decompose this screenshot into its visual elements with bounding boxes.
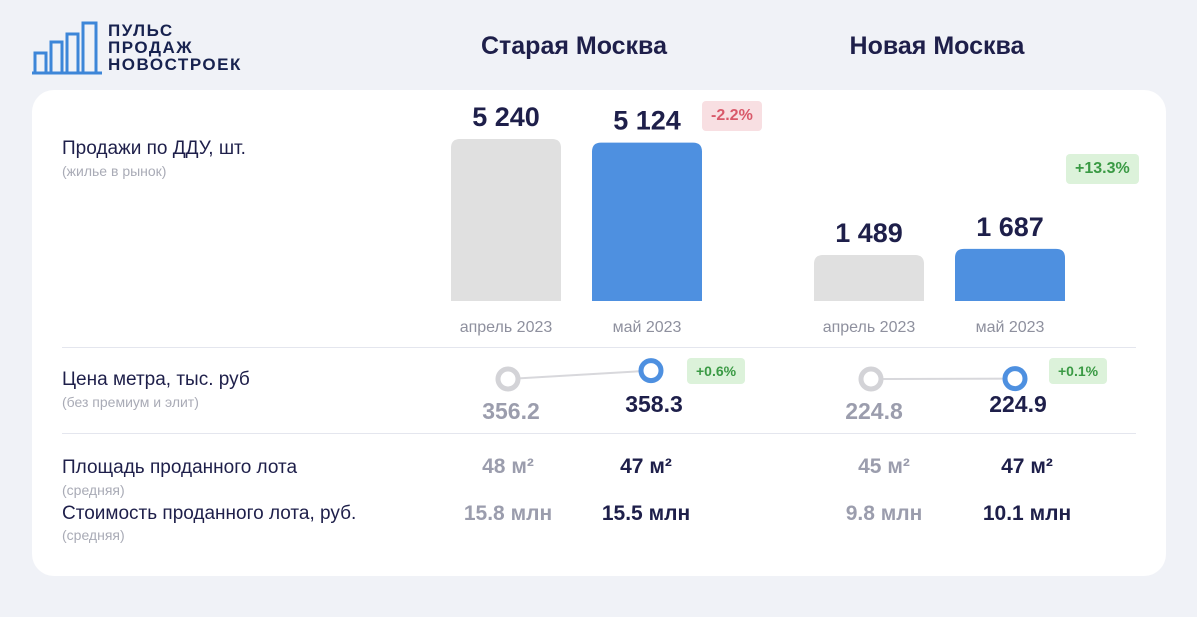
cost-new-may: 10.1 млн bbox=[982, 502, 1072, 525]
logo-buildings-icon bbox=[32, 21, 102, 75]
bar-old-0 bbox=[451, 139, 561, 301]
change-badge-sales-old: -2.2% bbox=[702, 101, 762, 131]
area-old-april: 48 м² bbox=[482, 455, 534, 478]
bar-new-1 bbox=[955, 248, 1065, 301]
area-new-april: 45 м² bbox=[858, 455, 910, 478]
bar-old-1 bbox=[592, 142, 702, 301]
logo-line-2: ПРОДАЖ bbox=[108, 38, 194, 57]
price-dot-new-0 bbox=[858, 366, 884, 392]
column-header-old-moscow: Старая Москва bbox=[480, 32, 668, 60]
change-badge-price-old: +0.6% bbox=[687, 358, 746, 384]
price-dot-new-1 bbox=[1002, 366, 1028, 392]
logo bbox=[32, 20, 252, 76]
logo-line-3: НОВОСТРОЕК bbox=[108, 55, 242, 74]
bar-value-label-new-0: 1 489 bbox=[835, 218, 903, 248]
row-title-area: Площадь проданного лота bbox=[62, 457, 298, 478]
row-subtitle-sales: (жилье в рынок) bbox=[62, 163, 167, 179]
row-title-price: Цена метра, тыс. руб bbox=[62, 369, 250, 390]
price-value-label-old-1: 358.3 bbox=[625, 391, 683, 417]
bar-category-label-old-0: апрель 2023 bbox=[460, 319, 553, 336]
cost-old-april: 15.8 млн bbox=[463, 502, 553, 525]
change-badge-price-new: +0.1% bbox=[1049, 358, 1108, 384]
price-value-label-old-0: 356.2 bbox=[482, 398, 540, 424]
row-subtitle-cost: (средняя) bbox=[62, 527, 125, 543]
bar-category-label-old-1: май 2023 bbox=[613, 319, 682, 336]
change-badge-sales-new: +13.3% bbox=[1066, 154, 1139, 184]
logo-text: ПУЛЬС ПРОДАЖ НОВОСТРОЕК bbox=[108, 22, 242, 73]
bar-value-label-old-0: 5 240 bbox=[472, 102, 540, 132]
price-dot-old-0 bbox=[495, 366, 521, 392]
area-new-may: 47 м² bbox=[1001, 455, 1053, 478]
bar-category-label-new-0: апрель 2023 bbox=[823, 319, 916, 336]
bar-value-label-new-1: 1 687 bbox=[976, 212, 1044, 242]
cost-new-april: 9.8 млн bbox=[845, 502, 923, 525]
column-header-new-moscow: Новая Москва bbox=[849, 32, 1025, 60]
bar-new-0 bbox=[814, 254, 924, 301]
row-subtitle-price: (без премиум и элит) bbox=[62, 394, 199, 410]
cost-old-may: 15.5 млн bbox=[601, 502, 691, 525]
price-value-label-new-0: 224.8 bbox=[845, 398, 903, 424]
row-title-cost: Стоимость проданного лота, руб. bbox=[62, 503, 357, 524]
bar-category-label-new-1: май 2023 bbox=[976, 319, 1045, 336]
bar-value-label-old-1: 5 124 bbox=[613, 106, 681, 136]
price-value-label-new-1: 224.9 bbox=[989, 391, 1047, 417]
logo-line-1: ПУЛЬС bbox=[108, 21, 174, 40]
price-connector-old bbox=[507, 369, 652, 380]
divider-1 bbox=[62, 347, 1136, 348]
row-title-sales: Продажи по ДДУ, шт. bbox=[62, 138, 246, 159]
area-old-may: 47 м² bbox=[620, 455, 672, 478]
divider-2 bbox=[62, 433, 1136, 434]
price-dot-old-1 bbox=[638, 358, 664, 384]
row-subtitle-area: (средняя) bbox=[62, 482, 125, 498]
